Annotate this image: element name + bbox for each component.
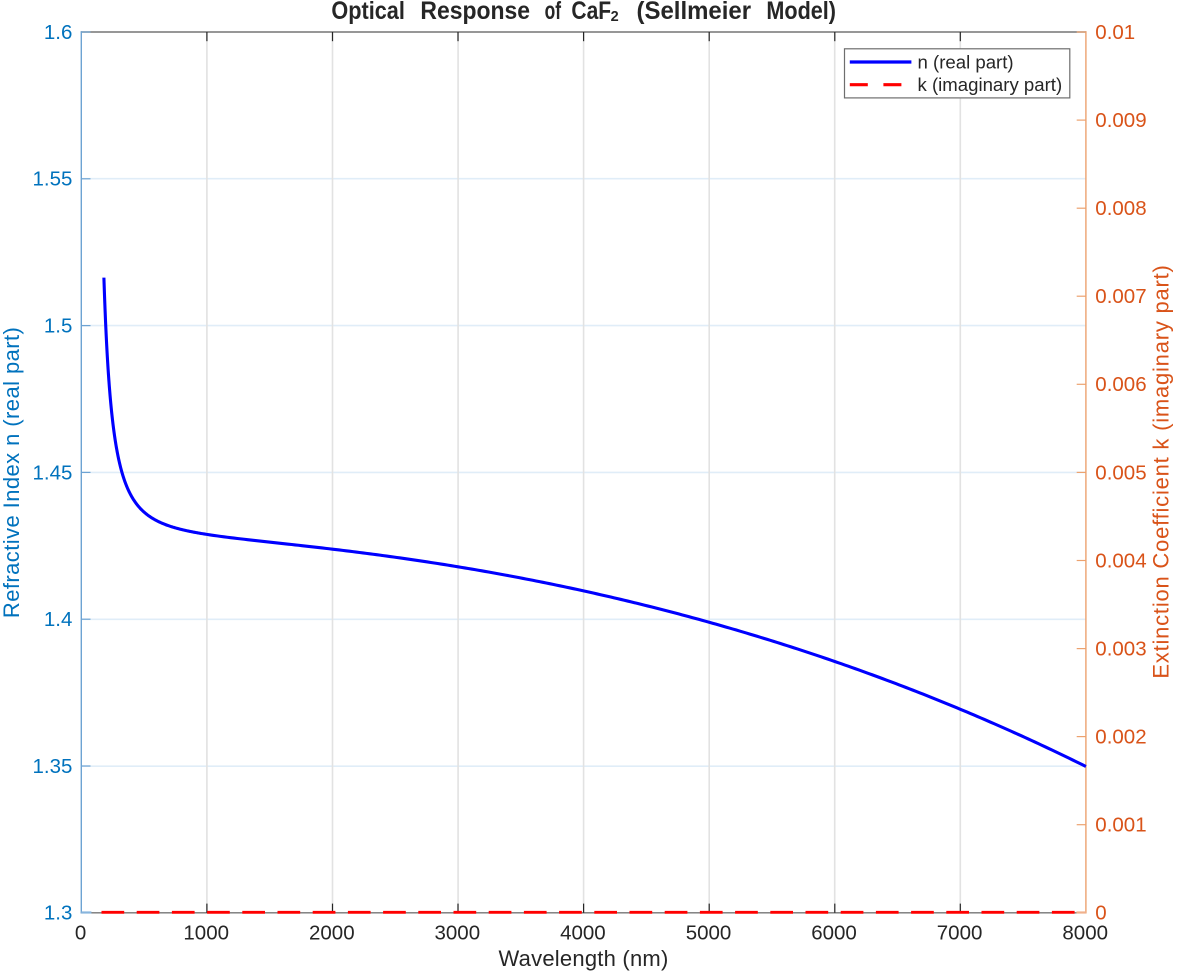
svg-text:0.001: 0.001 <box>1095 814 1146 837</box>
svg-text:(Sellmeier: (Sellmeier <box>637 0 752 25</box>
svg-text:8000: 8000 <box>1062 921 1108 944</box>
svg-text:CaF: CaF <box>571 0 611 25</box>
svg-text:0.002: 0.002 <box>1095 726 1146 749</box>
svg-text:1.4: 1.4 <box>44 608 73 631</box>
svg-text:n (real part): n (real part) <box>918 52 1014 73</box>
svg-text:2000: 2000 <box>309 921 355 944</box>
svg-text:1.5: 1.5 <box>44 315 73 338</box>
svg-text:Refractive Index n (real part): Refractive Index n (real part) <box>0 327 24 618</box>
svg-text:0.008: 0.008 <box>1095 197 1146 220</box>
svg-text:Response: Response <box>420 0 530 25</box>
svg-text:Wavelength (nm): Wavelength (nm) <box>499 946 669 971</box>
svg-text:0.009: 0.009 <box>1095 109 1146 132</box>
svg-text:0.007: 0.007 <box>1095 285 1146 308</box>
svg-text:1.45: 1.45 <box>32 461 72 484</box>
svg-text:0.004: 0.004 <box>1095 549 1146 572</box>
svg-text:0: 0 <box>1095 902 1106 925</box>
svg-text:2: 2 <box>611 9 619 25</box>
svg-text:1000: 1000 <box>183 921 229 944</box>
svg-text:0: 0 <box>75 921 86 944</box>
svg-text:0.005: 0.005 <box>1095 461 1146 484</box>
svg-text:0.01: 0.01 <box>1095 21 1135 44</box>
svg-text:1.35: 1.35 <box>32 755 72 778</box>
svg-text:Model): Model) <box>766 0 836 25</box>
svg-text:k (imaginary part): k (imaginary part) <box>918 74 1063 95</box>
svg-text:Optical: Optical <box>331 0 405 25</box>
svg-text:3000: 3000 <box>434 921 480 944</box>
svg-text:of: of <box>545 0 562 25</box>
svg-text:4000: 4000 <box>560 921 606 944</box>
svg-text:0.006: 0.006 <box>1095 373 1146 396</box>
svg-text:1.6: 1.6 <box>44 21 73 44</box>
svg-text:Extinction Coefficient k (imag: Extinction Coefficient k (imaginary part… <box>1149 264 1174 678</box>
svg-text:5000: 5000 <box>686 921 732 944</box>
svg-text:7000: 7000 <box>937 921 983 944</box>
svg-text:0.003: 0.003 <box>1095 638 1146 661</box>
svg-text:6000: 6000 <box>811 921 857 944</box>
svg-text:1.55: 1.55 <box>32 168 72 191</box>
svg-text:1.3: 1.3 <box>44 902 73 925</box>
